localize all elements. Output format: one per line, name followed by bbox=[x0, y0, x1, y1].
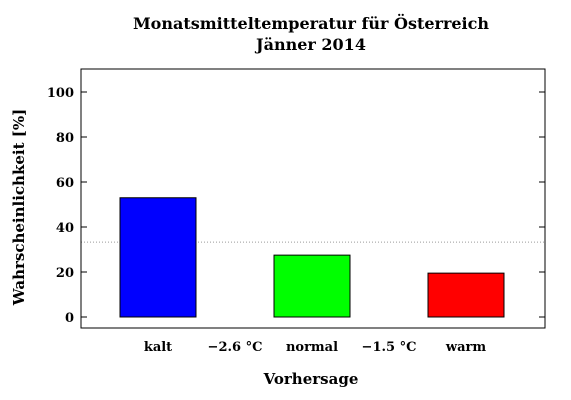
threshold-label-2: −1.5 °C bbox=[362, 340, 417, 355]
plot-frame bbox=[80, 68, 546, 329]
x-axis-label: Vorhersage bbox=[263, 370, 359, 388]
bar-normal bbox=[273, 254, 351, 318]
x-tick-label-kalt: kalt bbox=[144, 340, 172, 355]
y-tick-label-20: 20 bbox=[56, 266, 74, 281]
x-tick-label-normal: normal bbox=[286, 340, 338, 355]
y-tick-label-100: 100 bbox=[47, 86, 74, 101]
chart-title: Monatsmitteltemperatur für Österreich bbox=[133, 13, 489, 33]
chart-subtitle: Jänner 2014 bbox=[254, 35, 366, 54]
x-tick-label-warm: warm bbox=[445, 340, 486, 355]
y-axis-label: Wahrscheinlichkeit [%] bbox=[10, 109, 28, 306]
y-tick-label-80: 80 bbox=[56, 131, 74, 146]
bar-warm bbox=[427, 272, 505, 318]
threshold-label-1: −2.6 °C bbox=[208, 340, 263, 355]
y-tick-label-0: 0 bbox=[65, 311, 74, 326]
bar-kalt bbox=[119, 197, 197, 318]
y-tick-label-60: 60 bbox=[56, 176, 74, 191]
y-tick-label-40: 40 bbox=[56, 221, 74, 236]
